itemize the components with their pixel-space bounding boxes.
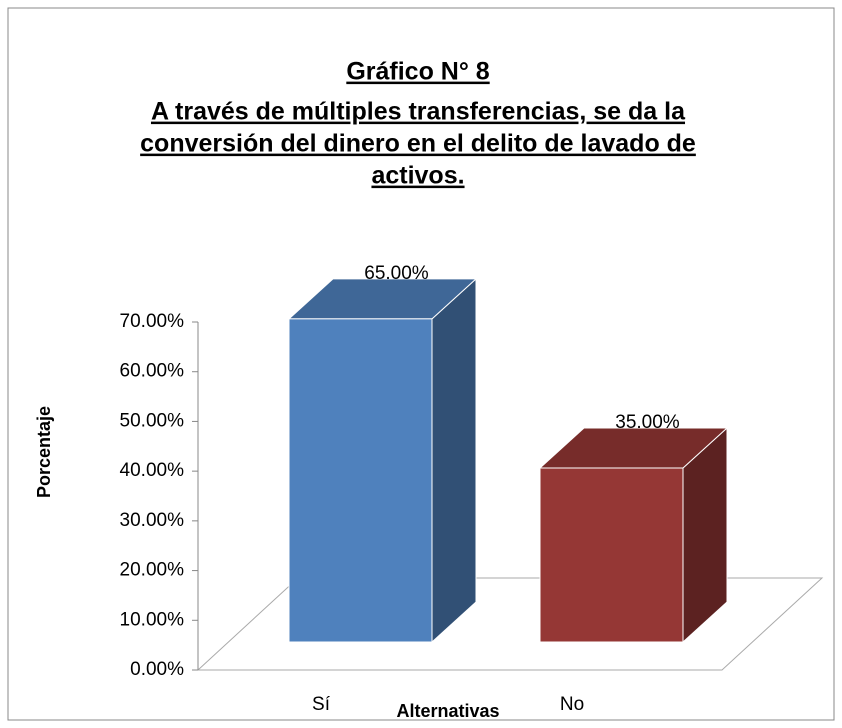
y-tick-label: 10.00%	[120, 609, 185, 630]
y-tick-label: 70.00%	[120, 311, 185, 332]
chart-title: Gráfico N° 8	[346, 58, 489, 86]
x-axis-label: Alternativas	[396, 701, 499, 721]
bar-side	[431, 277, 477, 644]
y-tick-label: 20.00%	[120, 560, 185, 581]
y-axis-label: Porcentaje	[34, 406, 54, 498]
bar	[539, 467, 684, 643]
chart-title: A través de múltiples transferencias, se…	[151, 98, 686, 126]
x-tick-label: Sí	[312, 694, 331, 715]
y-tick-label: 60.00%	[120, 361, 185, 382]
y-tick-label: 30.00%	[120, 510, 185, 531]
y-tick-label: 0.00%	[130, 659, 184, 680]
chart-title: activos.	[371, 162, 464, 190]
data-label: 35.00%	[615, 412, 680, 433]
chart-title: conversión del dinero en el delito de la…	[140, 130, 696, 158]
bar	[288, 318, 433, 643]
data-label: 65.00%	[364, 263, 429, 284]
x-tick-label: No	[560, 694, 584, 715]
y-tick-label: 50.00%	[120, 410, 185, 431]
y-tick-label: 40.00%	[120, 460, 185, 481]
